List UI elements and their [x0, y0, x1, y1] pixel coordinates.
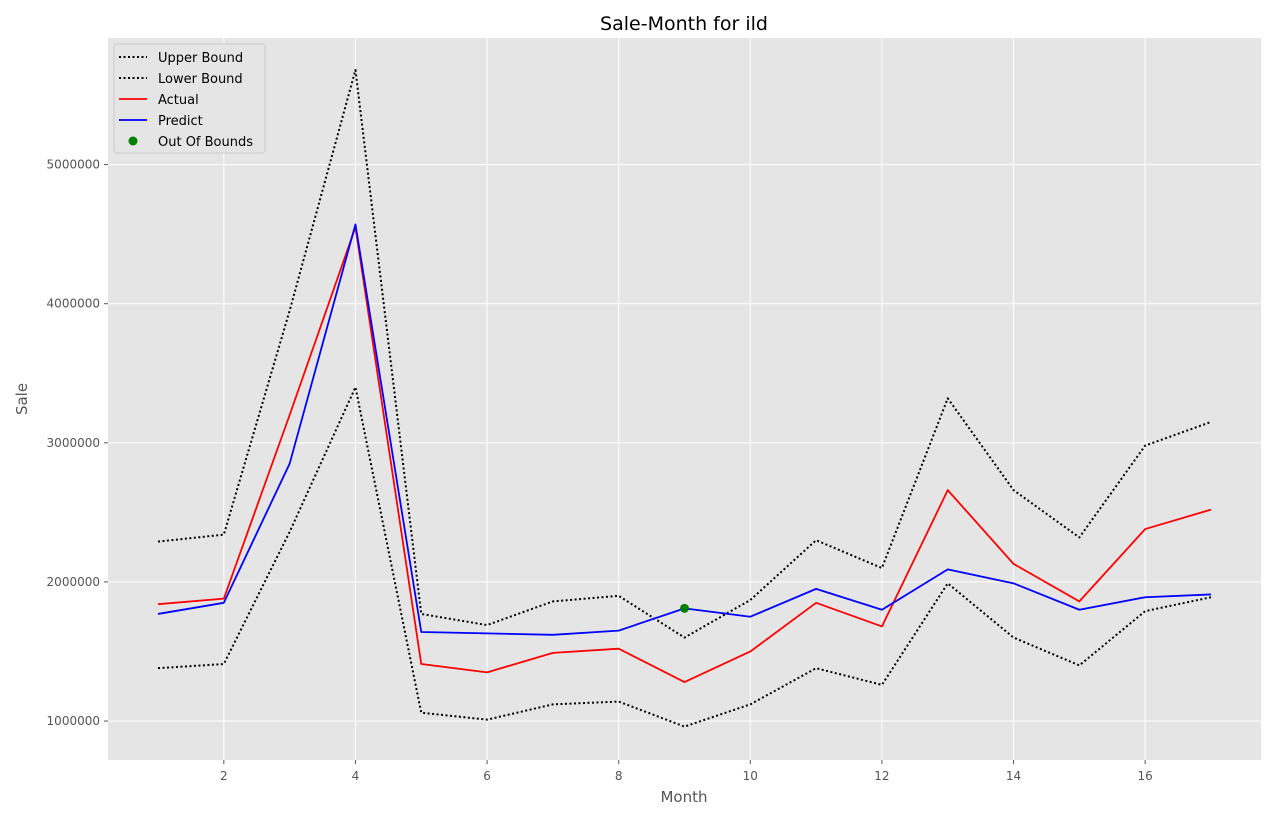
y-tick-label: 3000000	[47, 436, 100, 450]
x-tick-label: 16	[1138, 769, 1153, 783]
plot-area	[108, 38, 1261, 760]
x-axis-ticks: 2 4 6 8 10 12 14 16	[220, 760, 1153, 783]
y-tick-label: 4000000	[47, 297, 100, 311]
out-of-bounds-markers	[680, 603, 689, 613]
y-tick-label: 2000000	[47, 575, 100, 589]
x-axis-label: Month	[660, 788, 707, 806]
legend-marker-swatch	[128, 136, 138, 146]
x-tick-label: 10	[743, 769, 758, 783]
legend-label: Out Of Bounds	[158, 135, 253, 150]
x-tick-label: 14	[1006, 769, 1021, 783]
legend-box	[113, 43, 266, 154]
x-tick-label: 12	[874, 769, 889, 783]
legend-label: Lower Bound	[158, 72, 243, 87]
legend-label: Predict	[158, 114, 203, 129]
x-tick-label: 6	[483, 769, 491, 783]
legend: Upper Bound Lower Bound Actual Predict Out O…	[113, 43, 266, 154]
out-of-bounds-point	[680, 603, 689, 613]
grid-lines	[108, 38, 1261, 760]
y-tick-label: 1000000	[47, 714, 100, 728]
series-upper-bound-line	[157, 68, 1212, 639]
y-tick-label: 5000000	[47, 158, 100, 172]
x-tick-label: 4	[352, 769, 360, 783]
x-tick-label: 8	[615, 769, 623, 783]
y-axis-label: Sale	[13, 383, 31, 415]
series-lower-bound-line	[157, 386, 1212, 728]
series-actual-line	[157, 226, 1212, 683]
legend-label: Actual	[158, 93, 199, 108]
x-tick-label: 2	[220, 769, 228, 783]
y-axis-ticks: 1000000 2000000 3000000 4000000 5000000	[47, 158, 108, 728]
chart-title: Sale-Month for ild	[600, 13, 768, 35]
legend-label: Upper Bound	[158, 51, 243, 66]
